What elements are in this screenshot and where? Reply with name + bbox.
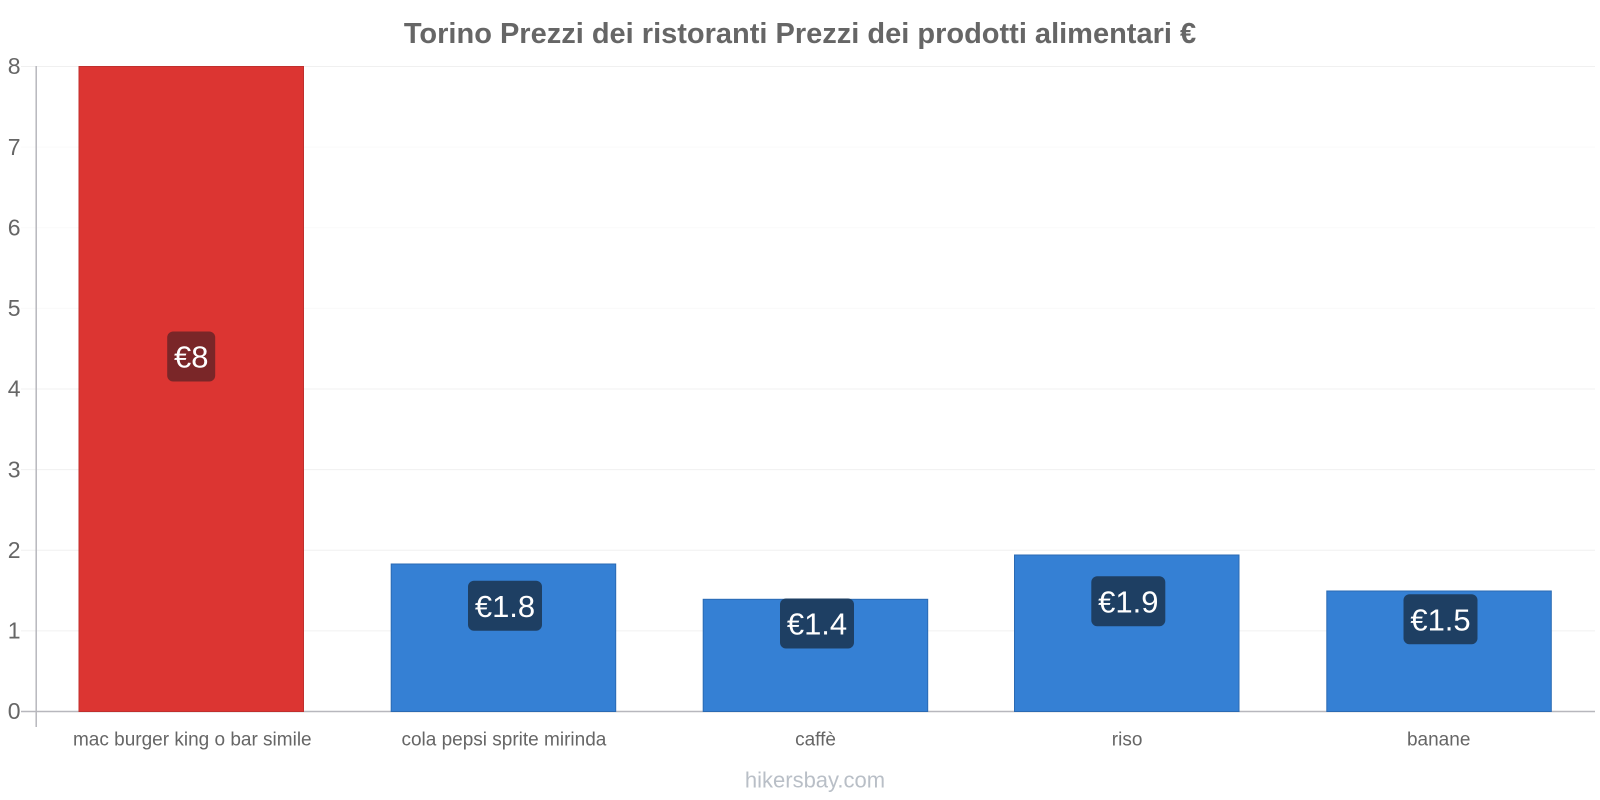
svg-text:hikersbay.com: hikersbay.com [745, 768, 885, 793]
svg-text:7: 7 [8, 134, 21, 160]
svg-text:8: 8 [8, 53, 21, 79]
svg-text:banane: banane [1407, 730, 1470, 751]
svg-text:cola pepsi sprite mirinda: cola pepsi sprite mirinda [401, 730, 606, 751]
svg-text:4: 4 [8, 376, 21, 402]
svg-text:3: 3 [8, 456, 21, 482]
svg-text:Torino Prezzi dei ristoranti P: Torino Prezzi dei ristoranti Prezzi dei … [404, 18, 1196, 50]
svg-text:6: 6 [8, 215, 21, 241]
svg-text:€1.8: €1.8 [475, 589, 535, 624]
svg-text:caffè: caffè [795, 730, 836, 751]
svg-text:€1.5: €1.5 [1410, 602, 1470, 637]
svg-text:€8: €8 [174, 340, 208, 375]
svg-text:5: 5 [8, 295, 21, 321]
svg-text:€1.4: €1.4 [787, 607, 847, 642]
svg-text:riso: riso [1112, 730, 1143, 751]
svg-text:2: 2 [8, 537, 21, 563]
svg-text:0: 0 [8, 698, 21, 724]
svg-text:€1.9: €1.9 [1098, 584, 1158, 619]
svg-text:1: 1 [8, 618, 21, 644]
svg-text:mac burger king o bar simile: mac burger king o bar simile [73, 730, 312, 751]
